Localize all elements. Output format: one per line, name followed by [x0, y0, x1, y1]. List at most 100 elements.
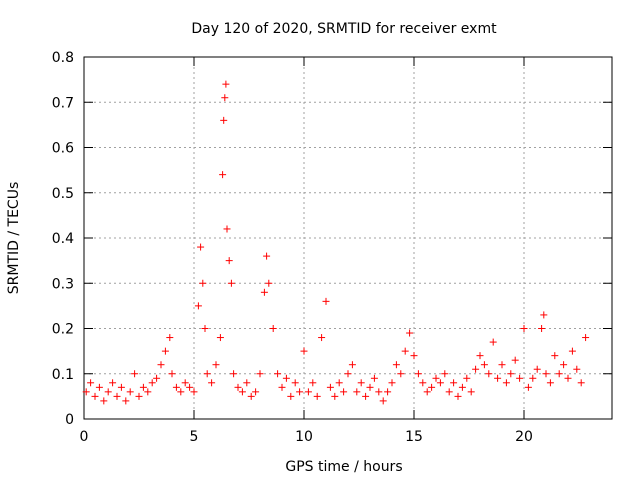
data-point [454, 392, 462, 400]
x-tick-label: 0 [80, 429, 89, 445]
data-point [148, 379, 156, 387]
data-point [370, 374, 378, 382]
data-point [177, 388, 185, 396]
data-point [551, 352, 559, 360]
data-point [309, 379, 317, 387]
data-point [197, 243, 205, 251]
data-point [247, 392, 255, 400]
data-point [243, 379, 251, 387]
data-point [542, 370, 550, 378]
data-point [362, 392, 370, 400]
data-point [219, 171, 227, 179]
data-point [104, 388, 112, 396]
x-axis-label: GPS time / hours [285, 459, 402, 475]
x-ticks: 0 5 10 15 20 [80, 57, 533, 445]
x-tick-label: 10 [295, 429, 313, 445]
data-point [516, 374, 524, 382]
data-point [313, 392, 321, 400]
data-point [406, 329, 414, 337]
y-tick-label: 0.4 [52, 231, 74, 247]
data-point [538, 325, 546, 332]
data-point [199, 279, 207, 287]
data-point [269, 325, 277, 332]
x-tick-label: 15 [405, 429, 423, 445]
y-tick-label: 0.8 [52, 50, 74, 66]
y-ticks: 0 0.1 0.2 0.3 0.4 0.5 0.6 0.7 0.8 [52, 50, 612, 428]
data-point [256, 370, 264, 378]
data-point [331, 392, 339, 400]
data-point [287, 392, 295, 400]
data-point [157, 361, 165, 369]
chart-title: Day 120 of 2020, SRMTID for receiver exm… [191, 21, 497, 37]
data-point [529, 374, 537, 382]
data-point [401, 347, 409, 355]
data-point [168, 370, 176, 378]
data-point [375, 388, 383, 396]
data-point [238, 388, 246, 396]
y-tick-label: 0.1 [52, 367, 74, 383]
data-point [296, 388, 304, 396]
data-point [582, 334, 590, 342]
data-point [388, 379, 396, 387]
data-point [326, 383, 334, 391]
y-tick-label: 0.6 [52, 141, 74, 157]
y-tick-label: 0.5 [52, 186, 74, 202]
data-point [511, 356, 519, 364]
data-point [397, 370, 405, 378]
data-point [357, 379, 365, 387]
data-point [82, 388, 90, 396]
data-point [117, 383, 125, 391]
data-point [577, 379, 585, 387]
data-point [282, 374, 290, 382]
data-points [82, 80, 590, 405]
data-point [379, 397, 387, 405]
data-point [212, 361, 220, 369]
data-point [366, 383, 374, 391]
y-tick-label: 0.2 [52, 322, 74, 338]
data-point [186, 383, 194, 391]
data-point [441, 370, 449, 378]
data-point [304, 388, 312, 396]
data-point [344, 370, 352, 378]
data-point [348, 361, 356, 369]
x-tick-label: 20 [515, 429, 533, 445]
data-point [494, 374, 502, 382]
data-point [263, 252, 271, 260]
data-point [476, 352, 484, 360]
y-tick-label: 0.7 [52, 95, 74, 111]
data-point [265, 279, 273, 287]
data-point [225, 257, 233, 265]
data-point [436, 379, 444, 387]
data-point [95, 383, 103, 391]
data-point [458, 383, 466, 391]
data-point [432, 374, 440, 382]
data-point [161, 347, 169, 355]
data-point [190, 388, 198, 396]
data-point [122, 397, 130, 405]
data-point [223, 225, 231, 233]
data-point [153, 374, 161, 382]
data-point [564, 374, 572, 382]
data-point [463, 374, 471, 382]
data-point [520, 325, 528, 332]
y-axis-label: SRMTID / TECUs [6, 182, 22, 295]
data-point [322, 297, 330, 305]
data-point [220, 116, 228, 124]
data-point [498, 361, 506, 369]
data-point [410, 352, 418, 360]
data-point [467, 388, 475, 396]
data-point [208, 379, 216, 387]
data-point [335, 379, 343, 387]
data-point [274, 370, 282, 378]
data-point [100, 397, 108, 405]
data-point [166, 334, 174, 342]
data-point [109, 379, 117, 387]
data-point [203, 370, 211, 378]
data-point [222, 80, 230, 88]
data-point [87, 379, 95, 387]
data-point [230, 370, 238, 378]
data-point [291, 379, 299, 387]
data-point [419, 379, 427, 387]
data-point [533, 365, 541, 373]
y-tick-label: 0.3 [52, 276, 74, 292]
